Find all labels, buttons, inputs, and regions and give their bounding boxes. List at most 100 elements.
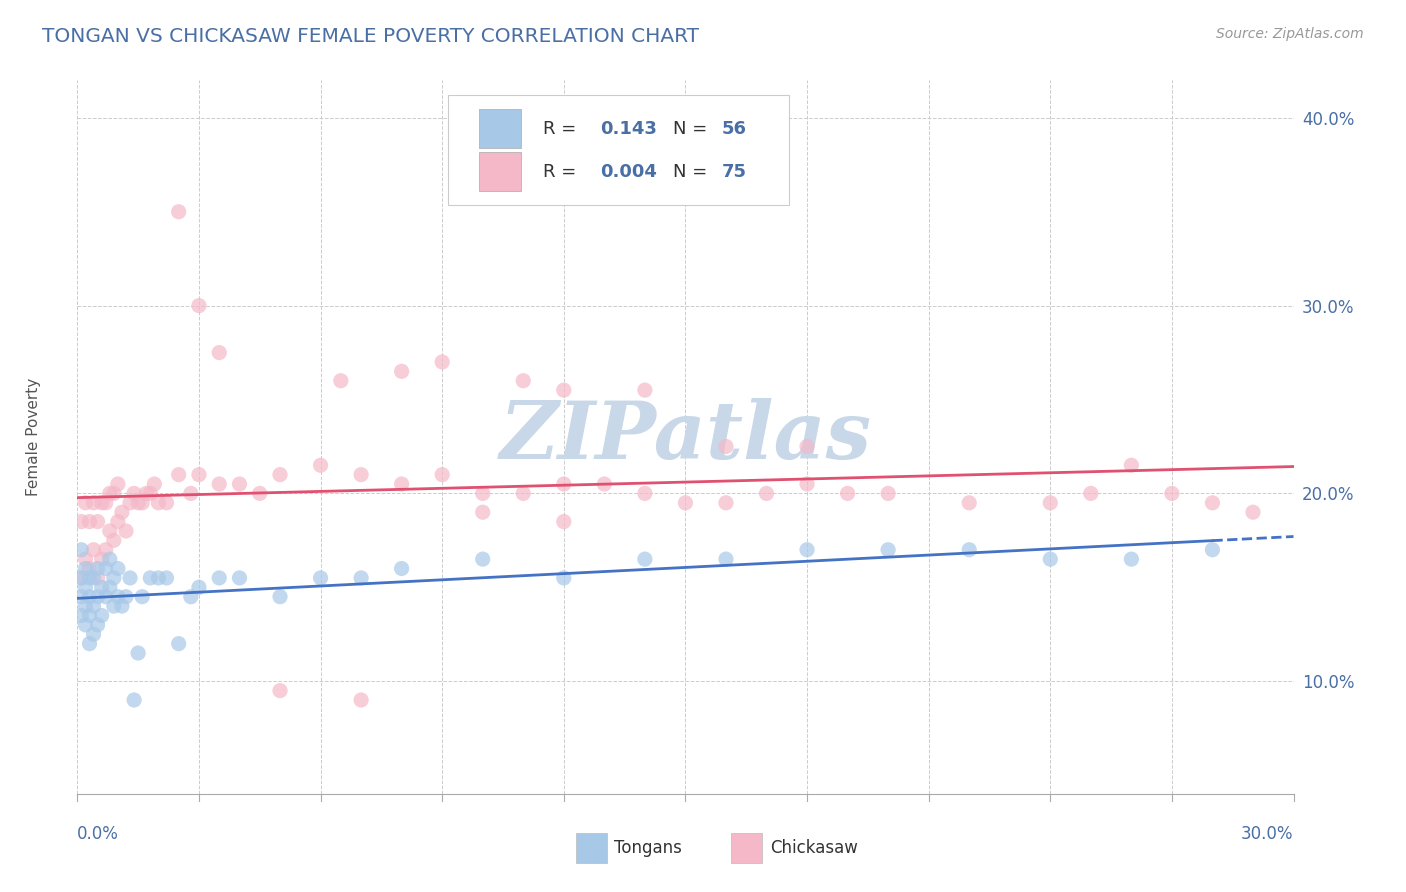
Point [103, 486, 125, 500]
Point [98, 552, 121, 566]
Point [1201, 496, 1223, 510]
Point [309, 571, 332, 585]
Text: Tongans: Tongans [614, 839, 682, 857]
Point [957, 496, 980, 510]
Point [75, 552, 97, 566]
Point [391, 561, 413, 575]
Point [111, 505, 134, 519]
Point [135, 486, 157, 500]
Point [83, 627, 105, 641]
Point [714, 552, 737, 566]
Text: 0.004: 0.004 [600, 162, 657, 180]
Point [70, 571, 93, 585]
Point [553, 571, 575, 585]
Point [75, 599, 97, 613]
Point [634, 552, 657, 566]
Point [167, 467, 190, 482]
Point [139, 486, 162, 500]
Point [107, 561, 129, 575]
Point [122, 693, 145, 707]
Point [118, 496, 141, 510]
Point [593, 477, 616, 491]
Point [188, 580, 211, 594]
Point [98, 524, 121, 538]
Text: 56: 56 [721, 120, 747, 137]
Point [796, 477, 818, 491]
Point [83, 542, 105, 557]
Point [90, 580, 112, 594]
Point [83, 571, 105, 585]
Point [79, 590, 101, 604]
Point [79, 515, 101, 529]
Point [180, 486, 202, 500]
Point [75, 496, 97, 510]
Point [79, 637, 101, 651]
Point [553, 383, 575, 397]
Point [1201, 542, 1223, 557]
Text: R =: R = [543, 162, 582, 180]
Point [634, 486, 657, 500]
Point [167, 204, 190, 219]
Point [391, 477, 413, 491]
Text: TONGAN VS CHICKASAW FEMALE POVERTY CORRELATION CHART: TONGAN VS CHICKASAW FEMALE POVERTY CORRE… [42, 27, 699, 45]
FancyBboxPatch shape [478, 109, 522, 148]
Point [269, 683, 291, 698]
Point [471, 552, 494, 566]
Point [208, 571, 231, 585]
Point [714, 496, 737, 510]
Point [98, 486, 121, 500]
Point [249, 486, 271, 500]
Point [208, 477, 231, 491]
Point [127, 496, 149, 510]
FancyBboxPatch shape [478, 152, 522, 191]
Point [107, 590, 129, 604]
Point [188, 299, 211, 313]
Point [139, 571, 162, 585]
Point [83, 496, 105, 510]
Point [103, 533, 125, 548]
Point [755, 486, 778, 500]
Point [269, 590, 291, 604]
Text: Chickasaw: Chickasaw [770, 839, 858, 857]
Point [512, 374, 534, 388]
Point [90, 608, 112, 623]
Point [86, 515, 108, 529]
Point [86, 561, 108, 575]
Point [208, 345, 231, 359]
Point [350, 571, 373, 585]
Point [180, 590, 202, 604]
Text: 0.143: 0.143 [600, 120, 657, 137]
Point [122, 486, 145, 500]
Point [471, 486, 494, 500]
Point [86, 590, 108, 604]
Point [70, 590, 93, 604]
Point [269, 467, 291, 482]
Text: 75: 75 [721, 162, 747, 180]
FancyBboxPatch shape [449, 95, 789, 205]
Point [111, 599, 134, 613]
Point [94, 496, 117, 510]
Point [70, 515, 93, 529]
Point [432, 467, 454, 482]
Point [553, 515, 575, 529]
Text: R =: R = [543, 120, 582, 137]
Point [350, 693, 373, 707]
Point [228, 477, 250, 491]
Point [118, 571, 141, 585]
Text: ZIPatlas: ZIPatlas [499, 399, 872, 475]
Point [1161, 486, 1184, 500]
Point [115, 590, 138, 604]
Point [329, 374, 352, 388]
Point [553, 477, 575, 491]
Point [143, 477, 166, 491]
Point [90, 496, 112, 510]
Point [471, 505, 494, 519]
Point [131, 590, 153, 604]
Point [228, 571, 250, 585]
Point [957, 542, 980, 557]
Point [634, 383, 657, 397]
Point [107, 515, 129, 529]
Point [1039, 552, 1062, 566]
Point [94, 542, 117, 557]
Point [391, 364, 413, 378]
